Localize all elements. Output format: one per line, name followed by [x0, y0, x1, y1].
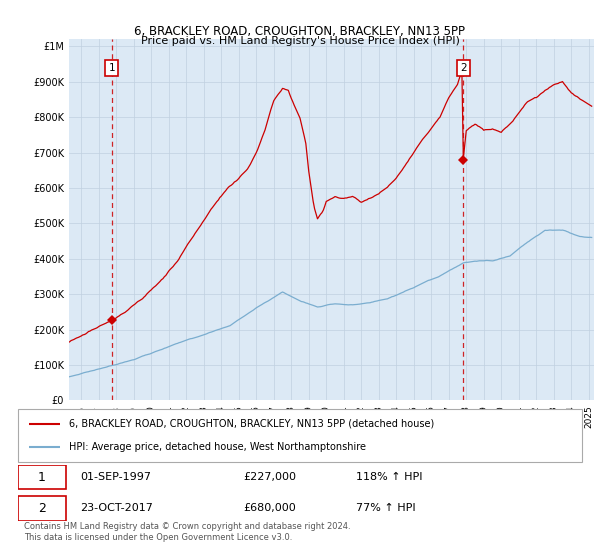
Text: 6, BRACKLEY ROAD, CROUGHTON, BRACKLEY, NN13 5PP (detached house): 6, BRACKLEY ROAD, CROUGHTON, BRACKLEY, N…: [69, 419, 434, 429]
Text: 2: 2: [38, 502, 46, 515]
Text: 01-SEP-1997: 01-SEP-1997: [80, 472, 151, 482]
Text: 6, BRACKLEY ROAD, CROUGHTON, BRACKLEY, NN13 5PP: 6, BRACKLEY ROAD, CROUGHTON, BRACKLEY, N…: [134, 25, 466, 38]
FancyBboxPatch shape: [18, 496, 66, 521]
Text: £680,000: £680,000: [244, 503, 296, 514]
Text: 1: 1: [38, 470, 46, 484]
Text: Contains HM Land Registry data © Crown copyright and database right 2024.
This d: Contains HM Land Registry data © Crown c…: [23, 522, 350, 542]
Text: 2: 2: [460, 63, 467, 73]
FancyBboxPatch shape: [18, 465, 66, 489]
Text: 118% ↑ HPI: 118% ↑ HPI: [356, 472, 423, 482]
Text: 77% ↑ HPI: 77% ↑ HPI: [356, 503, 416, 514]
Text: 23-OCT-2017: 23-OCT-2017: [80, 503, 153, 514]
Text: HPI: Average price, detached house, West Northamptonshire: HPI: Average price, detached house, West…: [69, 442, 366, 452]
Text: Price paid vs. HM Land Registry's House Price Index (HPI): Price paid vs. HM Land Registry's House …: [140, 36, 460, 46]
FancyBboxPatch shape: [18, 409, 582, 462]
Text: £227,000: £227,000: [244, 472, 296, 482]
Text: 1: 1: [109, 63, 115, 73]
